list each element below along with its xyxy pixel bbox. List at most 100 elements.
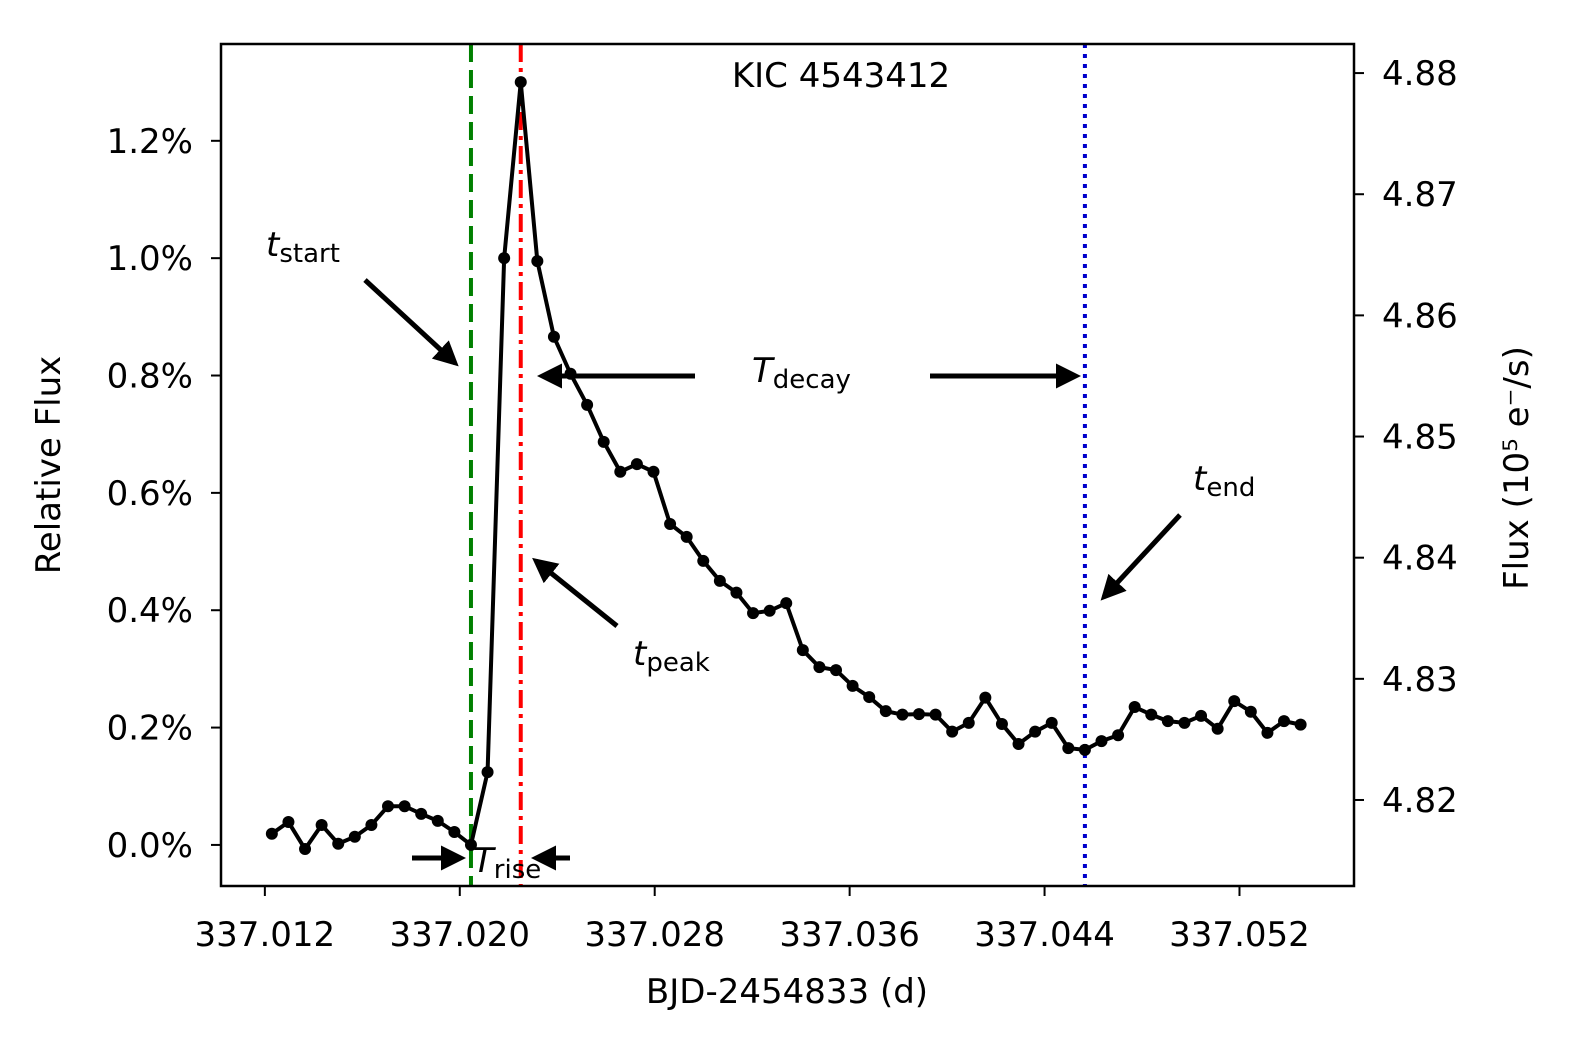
x-tick-label: 337.044	[974, 915, 1115, 955]
data-point	[813, 661, 826, 674]
data-point	[863, 691, 876, 704]
annotation: Tdecay	[752, 351, 851, 395]
data-point	[382, 800, 395, 813]
x-tick-label: 337.052	[1169, 915, 1310, 955]
data-point	[680, 530, 693, 543]
data-point	[713, 574, 726, 587]
data-point	[1045, 716, 1058, 729]
annotation-subscript: peak	[646, 648, 710, 678]
data-point	[664, 517, 677, 530]
data-point	[1095, 735, 1108, 748]
annotation-symbol: t	[266, 225, 281, 265]
y-tick-label: 0.6%	[107, 474, 193, 514]
data-point	[1112, 729, 1125, 742]
axes-frame	[219, 42, 1356, 888]
data-point	[365, 818, 378, 831]
annotation-symbol: t	[1193, 459, 1208, 499]
data-point	[946, 725, 959, 738]
data-point	[514, 76, 527, 89]
data-point	[879, 705, 892, 718]
data-point	[581, 398, 594, 411]
data-point	[1029, 725, 1042, 738]
data-point	[830, 664, 843, 677]
annotation: tend	[1193, 459, 1255, 503]
annotation: tpeak	[633, 634, 710, 678]
annotation-subscript: decay	[773, 365, 851, 395]
data-point	[464, 838, 477, 851]
y-tick-label: 1.0%	[107, 239, 193, 279]
data-point	[1278, 715, 1291, 728]
data-point	[448, 826, 461, 839]
y2-tick-label: 4.83	[1382, 660, 1458, 700]
data-point	[597, 435, 610, 448]
data-point	[1128, 701, 1141, 714]
data-point	[481, 766, 494, 779]
data-point	[415, 807, 428, 820]
x-tick-label: 337.028	[584, 915, 725, 955]
data-point	[1294, 718, 1307, 731]
y-tick-label: 1.2%	[107, 122, 193, 162]
data-point	[995, 718, 1008, 731]
annotation: tstart	[266, 225, 340, 269]
annotation-subscript: rise	[494, 855, 541, 885]
data-point	[846, 679, 859, 692]
annotation-symbol: T	[752, 351, 775, 391]
data-point	[1261, 726, 1274, 739]
data-point	[1228, 695, 1241, 708]
data-point	[1178, 716, 1191, 729]
y-axis-label: Relative Flux	[29, 356, 69, 575]
data-point	[912, 708, 925, 721]
data-point	[1244, 705, 1257, 718]
annotation-symbol: T	[473, 841, 496, 881]
y2-tick-label: 4.84	[1382, 539, 1458, 579]
data-point	[315, 818, 328, 831]
data-point	[1145, 708, 1158, 721]
data-point	[614, 465, 627, 478]
x-tick-label: 337.020	[389, 915, 530, 955]
arrow	[363, 278, 459, 367]
data-point	[265, 827, 278, 840]
y2-tick-label: 4.87	[1382, 175, 1458, 215]
y2-tick-label: 4.86	[1382, 296, 1458, 336]
data-point	[431, 814, 444, 827]
plot-area	[265, 44, 1307, 886]
data-point	[896, 708, 909, 721]
y2-tick-label: 4.85	[1382, 418, 1458, 458]
data-point	[348, 830, 361, 843]
y-tick-label: 0.2%	[107, 709, 193, 749]
chart-title: KIC 4543412	[732, 56, 950, 96]
data-point	[697, 554, 710, 567]
data-point	[730, 586, 743, 599]
x-axis-label: BJD-2454833 (d)	[646, 972, 928, 1012]
data-point	[1211, 722, 1224, 735]
data-point	[332, 837, 345, 850]
y-tick-label: 0.8%	[107, 357, 193, 397]
data-point	[647, 465, 660, 478]
data-point	[630, 458, 643, 471]
y-tick-label: 0.0%	[107, 826, 193, 866]
y2-tick-label: 4.82	[1382, 781, 1458, 821]
data-point	[747, 607, 760, 620]
data-point	[1012, 738, 1025, 751]
data-point	[796, 644, 809, 657]
data-point	[498, 252, 511, 265]
data-point	[531, 255, 544, 268]
x-tick-label: 337.036	[779, 915, 920, 955]
x-tick-label: 337.012	[195, 915, 336, 955]
data-point	[1161, 715, 1174, 728]
data-point	[780, 597, 793, 610]
arrow	[1100, 513, 1182, 601]
data-point	[299, 843, 312, 856]
data-point	[979, 691, 992, 704]
data-point	[1078, 743, 1091, 756]
data-point	[1062, 742, 1075, 755]
data-point	[282, 816, 295, 829]
y2-axis-label: Flux (10⁵ e⁻/s)	[1497, 346, 1537, 590]
data-point	[547, 330, 560, 343]
data-point	[1195, 709, 1208, 722]
annotation-symbol: t	[633, 634, 648, 674]
y2-tick-label: 4.88	[1382, 54, 1458, 94]
annotation-subscript: start	[279, 239, 340, 269]
